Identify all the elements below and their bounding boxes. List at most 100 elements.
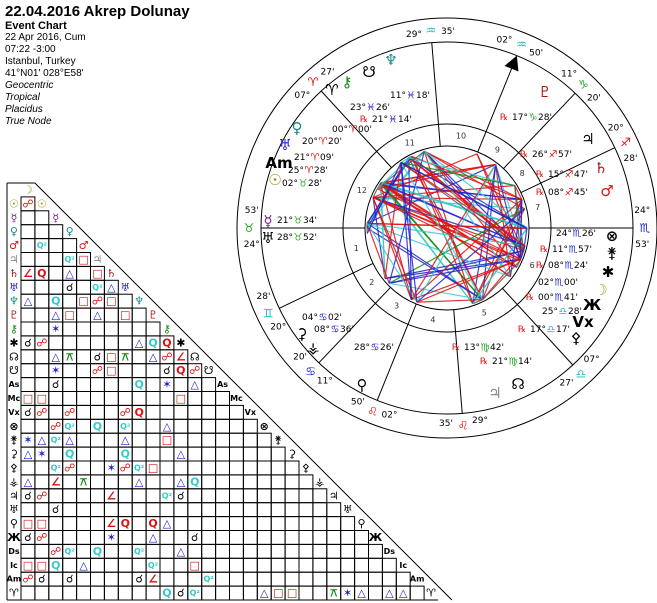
grid-cell	[48, 224, 64, 240]
moon-degree: 02°	[538, 278, 554, 288]
grid-cell	[117, 335, 133, 351]
grid-cell	[159, 571, 175, 587]
aspect-qcx-icon: ⚻	[122, 350, 130, 363]
cusp-minute: 35'	[441, 27, 455, 37]
grid-cell	[34, 349, 50, 365]
aspect-sesq-icon: Q	[176, 364, 185, 377]
grid-cell	[256, 474, 272, 490]
grid-cell	[173, 460, 189, 476]
aspect-line-ceres-moon	[384, 258, 521, 280]
grid-cell	[270, 516, 286, 531]
grid-cell	[215, 474, 231, 490]
grid-cell	[298, 502, 314, 518]
grid-cell	[20, 502, 36, 518]
grid-cell	[215, 571, 231, 587]
aspect-opp-icon: ☍	[36, 336, 47, 349]
grid-cell	[103, 418, 119, 434]
house-number: 1	[354, 244, 359, 253]
house-number: 11	[405, 138, 415, 147]
grid-cell	[187, 488, 203, 504]
aspect-tri-icon: △	[24, 295, 33, 308]
grid-cell	[270, 502, 286, 518]
grid-cell	[201, 474, 217, 490]
grid-cell	[145, 585, 161, 601]
grid-cell	[76, 571, 91, 587]
house-number: 2	[369, 278, 374, 287]
grid-cell	[187, 432, 203, 448]
grid-cell	[145, 488, 161, 504]
aspect-sqr-icon: □	[92, 267, 102, 280]
grid-cell	[242, 585, 258, 601]
mars-sign-icon: ♐	[565, 188, 574, 199]
aspect-line-asteroid-a-moon	[411, 258, 521, 301]
grid-cell	[62, 474, 78, 490]
grid-diagonal-label-asteroid-bird-icon: ♃	[329, 489, 339, 502]
chart-coords: 41°N01' 028°E58'	[5, 68, 84, 79]
north-node-icon: ☊	[511, 375, 524, 393]
grid-cell	[145, 432, 161, 448]
house-number: 12	[357, 186, 367, 195]
grid-cell	[173, 571, 189, 587]
neptune-minute: 18'	[416, 91, 430, 101]
aspect-con-icon: ☌	[66, 281, 73, 294]
aspect-con-icon: ☌	[191, 531, 198, 544]
grid-row-label-sun-icon: ☉	[9, 197, 19, 210]
aspect-sqr-icon: □	[37, 559, 47, 572]
grid-cell	[201, 391, 217, 406]
aspect-sqr-icon: □	[106, 350, 116, 363]
aspect-opp-icon: ☍	[92, 295, 103, 308]
grid-cell	[381, 571, 397, 587]
grid-cell	[103, 446, 119, 462]
grid-cell	[145, 363, 161, 379]
grid-cell	[326, 543, 342, 559]
aspect-qui-icon: Q	[93, 420, 102, 433]
aspect-biq-icon: Q²	[134, 463, 145, 472]
chart-header: 22.04.2016 Akrep Dolunay Event Chart 22 …	[5, 3, 190, 128]
jupiter-degree: 13°	[464, 343, 480, 353]
grid-cell	[20, 460, 36, 476]
aspect-line-juno-sun	[372, 196, 526, 247]
aspect-sqr-icon: □	[273, 587, 283, 600]
grid-cell	[48, 404, 64, 420]
saturn-icon: ♄	[594, 159, 607, 177]
aspect-tri-icon: △	[177, 545, 186, 558]
part-of-fortune-icon: ⊗	[606, 227, 619, 245]
grid-row-label-antivertex-icon: Am	[7, 575, 22, 584]
grid-cell	[298, 585, 314, 601]
aspect-sqr-icon: □	[106, 364, 116, 377]
house-number: 10	[456, 132, 466, 141]
pluto-minute: 28'	[538, 113, 552, 123]
grid-cell	[298, 488, 314, 504]
aspect-biq-icon: Q²	[64, 547, 75, 556]
aspect-line-saturn-sun	[373, 196, 522, 201]
grid-cell	[340, 543, 356, 559]
grid-row-label-uranus-icon: ♅	[9, 281, 19, 294]
grid-cell	[298, 557, 314, 573]
grid-cell	[34, 224, 50, 240]
aspect-opp-icon: ☍	[64, 406, 75, 419]
grid-cell	[62, 391, 78, 406]
grid-cell	[242, 418, 258, 434]
grid-cell	[173, 377, 189, 393]
ceres-sign-icon: ♋	[319, 313, 328, 324]
grid-cell	[103, 432, 119, 448]
grid-cell	[131, 432, 147, 448]
aspect-sqr-icon: □	[23, 559, 33, 572]
venus-sign-icon: ♈	[319, 137, 328, 148]
grid-cell	[242, 543, 258, 559]
aspect-sqr-icon: □	[37, 392, 47, 405]
grid-cell	[34, 585, 50, 601]
grid-cell	[229, 557, 244, 573]
aspect-con-icon: ☌	[135, 573, 142, 586]
ceres-degree: 04°	[302, 313, 318, 323]
asteroid-bird-sign-icon: ♐	[549, 150, 558, 161]
aspect-line-antivertex-lilith	[376, 155, 412, 190]
aspect-opp-icon: ☍	[22, 573, 33, 586]
grid-cell	[103, 571, 119, 587]
grid-row-label-vesta-icon: ⚶	[9, 475, 18, 488]
house-cusp-line-9	[503, 92, 576, 169]
aspect-qui-icon: Q	[121, 448, 130, 461]
grid-cell	[76, 530, 91, 545]
aspect-tri-icon: △	[107, 281, 116, 294]
grid-cell	[20, 363, 36, 379]
